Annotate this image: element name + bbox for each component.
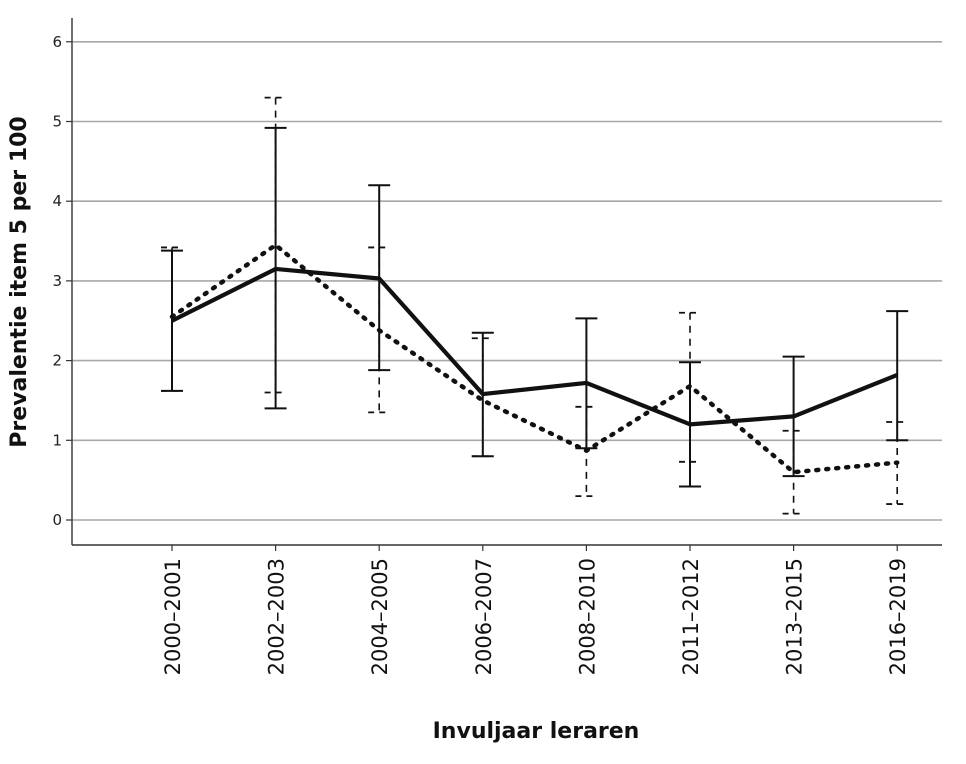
y-axis-label: Prevalentie item 5 per 100 xyxy=(7,116,32,447)
x-tick-label: 2011–2012 xyxy=(679,558,703,675)
y-tick-label: 4 xyxy=(52,192,62,210)
y-tick-label: 6 xyxy=(52,33,62,51)
x-tick-label: 2002–2003 xyxy=(265,558,289,675)
y-tick-label: 1 xyxy=(52,431,62,449)
axes xyxy=(66,18,942,551)
error-bars xyxy=(161,96,909,515)
y-tick-labels: 0 1 2 3 4 5 6 xyxy=(52,33,62,529)
x-tick-label: 2006–2007 xyxy=(472,558,496,675)
y-tick-label: 2 xyxy=(52,352,62,370)
x-tick-label: 2008–2010 xyxy=(575,558,599,675)
x-tick-labels: 2000–2001 2002–2003 2004–2005 2006–2007 2008… xyxy=(161,558,910,675)
series-line-dotted xyxy=(169,242,900,475)
gridlines xyxy=(72,40,942,521)
x-tick-label: 2016–2019 xyxy=(886,558,910,675)
y-tick-label: 3 xyxy=(52,272,62,290)
y-tick-label: 5 xyxy=(52,113,62,131)
x-axis-label: Invuljaar leraren xyxy=(433,719,640,744)
series-lines xyxy=(169,242,900,475)
series-line-solid xyxy=(171,266,898,427)
x-tick-label: 2013–2015 xyxy=(783,558,807,675)
y-tick-label: 0 xyxy=(52,511,62,529)
x-tick-label: 2000–2001 xyxy=(161,558,185,675)
x-tick-label: 2004–2005 xyxy=(368,558,392,675)
